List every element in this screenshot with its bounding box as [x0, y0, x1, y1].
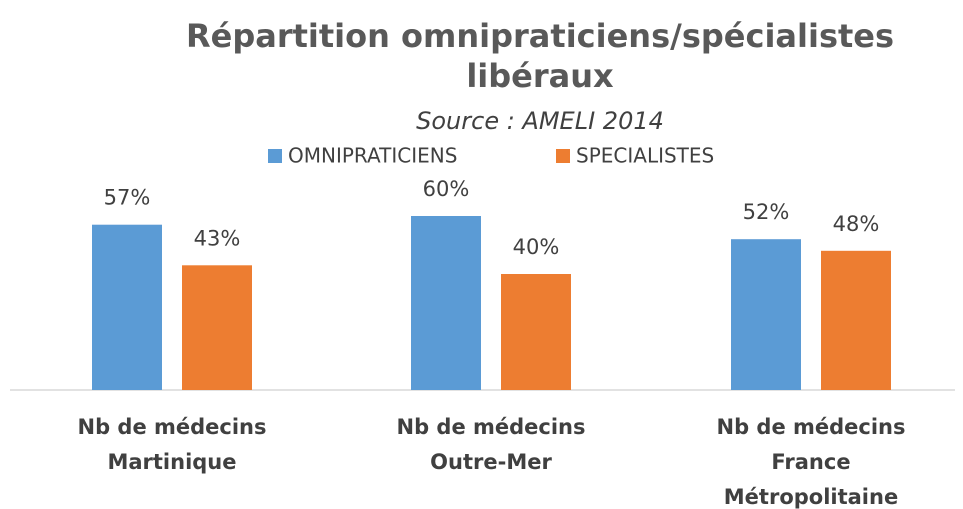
value-label: 52%	[743, 200, 790, 224]
x-tick-label: Outre-Mer	[430, 450, 552, 474]
bar	[731, 239, 801, 390]
x-tick-label: Nb de médecins	[397, 415, 586, 439]
chart-subtitle: Source : AMELI 2014	[416, 107, 664, 135]
value-label: 40%	[513, 235, 560, 259]
x-tick-label: Martinique	[107, 450, 236, 474]
bar	[821, 250, 891, 390]
bar	[411, 216, 481, 390]
bar	[182, 265, 252, 390]
x-tick-label: Nb de médecins	[78, 415, 267, 439]
value-label: 60%	[423, 177, 470, 201]
bar	[501, 274, 571, 390]
value-label: 43%	[194, 226, 241, 250]
value-label: 48%	[833, 212, 880, 236]
legend-label: OMNIPRATICIENS	[288, 144, 457, 168]
chart-title: libéraux	[466, 57, 614, 95]
legend-swatch	[556, 149, 570, 163]
x-tick-label: Métropolitaine	[724, 485, 898, 509]
value-label: 57%	[104, 186, 151, 210]
legend-label: SPECIALISTES	[576, 144, 714, 168]
chart-title: Répartition omnipraticiens/spécialistes	[186, 17, 894, 55]
bar	[92, 224, 162, 390]
x-tick-label: France	[771, 450, 850, 474]
legend-swatch	[268, 149, 282, 163]
x-tick-label: Nb de médecins	[717, 415, 906, 439]
